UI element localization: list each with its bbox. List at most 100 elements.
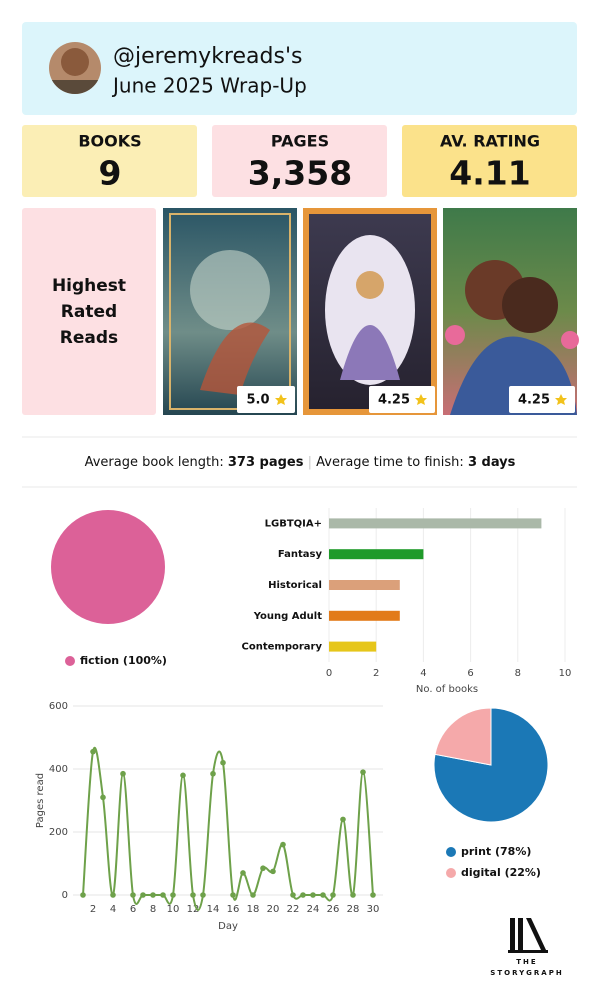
x-tick-label: 8 — [150, 904, 156, 915]
y-tick-label: Historical — [268, 580, 322, 591]
legend-label: digital (22%) — [461, 866, 541, 879]
point — [280, 841, 286, 848]
point — [200, 892, 206, 898]
stat-box — [402, 125, 577, 197]
point — [150, 892, 156, 898]
stat-value: 3,358 — [248, 154, 352, 193]
rating-badge: 5.0 — [237, 386, 295, 413]
y-tick-label: LGBTQIA+ — [265, 518, 322, 529]
point — [140, 892, 146, 898]
x-tick-label: 26 — [327, 904, 340, 915]
pie-slice — [51, 510, 165, 624]
point — [340, 816, 346, 823]
rating: 4.25 — [378, 393, 410, 408]
highest-rated-box — [22, 208, 156, 415]
x-tick-label: 4 — [110, 904, 116, 915]
point — [80, 892, 86, 898]
avg-time-value: 3 days — [468, 455, 516, 470]
x-tick-label: 2 — [90, 904, 96, 915]
y-tick-label: 200 — [49, 827, 68, 838]
point — [260, 865, 266, 872]
point — [270, 868, 276, 875]
x-tick-label: 14 — [207, 904, 220, 915]
point — [300, 892, 306, 898]
avg-length-value: 373 pages — [228, 455, 304, 470]
y-tick-label: Contemporary — [242, 642, 323, 653]
x-tick-label: 0 — [326, 668, 332, 679]
y-tick-label: Young Adult — [253, 611, 323, 622]
point — [120, 770, 126, 777]
stat-label: PAGES — [271, 132, 329, 151]
book-cover — [303, 208, 437, 415]
point — [100, 794, 106, 801]
legend-label: fiction (100%) — [80, 654, 167, 667]
highest-rated-label: Highest — [52, 276, 126, 296]
point — [240, 870, 246, 876]
y-tick-label: 600 — [49, 701, 68, 712]
book-cover — [443, 208, 579, 415]
point — [320, 892, 326, 898]
stat-box — [212, 125, 387, 197]
bar — [329, 580, 400, 590]
point — [130, 892, 136, 898]
x-axis-label: Day — [218, 921, 238, 932]
rating: 4.25 — [518, 393, 550, 408]
header-box — [22, 22, 577, 115]
x-tick-label: 18 — [247, 904, 260, 915]
y-axis-label: Pages read — [35, 773, 46, 828]
stat-label: AV. RATING — [440, 132, 540, 151]
point — [350, 892, 356, 898]
point — [160, 892, 166, 898]
point — [290, 892, 296, 898]
x-axis-label: No. of books — [416, 684, 478, 695]
stat-value: 9 — [99, 154, 122, 193]
legend-swatch — [446, 868, 456, 878]
x-tick-label: 10 — [559, 668, 572, 679]
x-tick-label: 28 — [347, 904, 360, 915]
logo — [508, 918, 548, 953]
point — [90, 748, 96, 755]
legend-swatch — [65, 656, 75, 666]
point — [170, 892, 176, 898]
point — [180, 772, 186, 779]
point — [110, 892, 116, 898]
legend-label: print (78%) — [461, 845, 531, 858]
x-tick-label: 4 — [420, 668, 426, 679]
bar — [329, 641, 377, 652]
y-tick-label: 0 — [62, 890, 68, 901]
legend-swatch — [446, 847, 456, 857]
y-tick-label: Fantasy — [278, 549, 323, 560]
subtitle: June 2025 Wrap-Up — [111, 74, 307, 98]
highest-rated-label: Rated — [61, 302, 117, 322]
rating: 5.0 — [246, 393, 269, 408]
averages: Average book length: 373 pages | Average… — [85, 455, 516, 470]
avg-length-label: Average book length: — [85, 455, 224, 470]
point — [190, 892, 196, 898]
point — [250, 892, 256, 898]
bar — [329, 610, 400, 621]
y-tick-label: 400 — [49, 764, 68, 775]
x-tick-label: 16 — [227, 904, 240, 915]
book-cover — [163, 208, 297, 415]
x-tick-label: 6 — [467, 668, 473, 679]
bar — [329, 549, 424, 560]
x-tick-label: 20 — [267, 904, 280, 915]
x-tick-label: 24 — [307, 904, 320, 915]
bar — [329, 518, 542, 529]
point — [310, 892, 316, 898]
point — [230, 892, 236, 898]
rating-badge: 4.25 — [509, 386, 575, 413]
stat-value: 4.11 — [449, 154, 530, 193]
x-tick-label: 8 — [515, 668, 521, 679]
logo-text: STORYGRAPH — [490, 969, 563, 977]
highest-rated-label: Reads — [60, 328, 118, 348]
rating-badge: 4.25 — [369, 386, 435, 413]
point — [370, 892, 376, 898]
x-tick-label: 6 — [130, 904, 136, 915]
stat-label: BOOKS — [78, 132, 141, 151]
handle: @jeremykreads's — [113, 44, 302, 69]
pie-slice — [434, 707, 492, 766]
stat-box — [22, 125, 197, 197]
logo-text: THE — [516, 958, 537, 966]
